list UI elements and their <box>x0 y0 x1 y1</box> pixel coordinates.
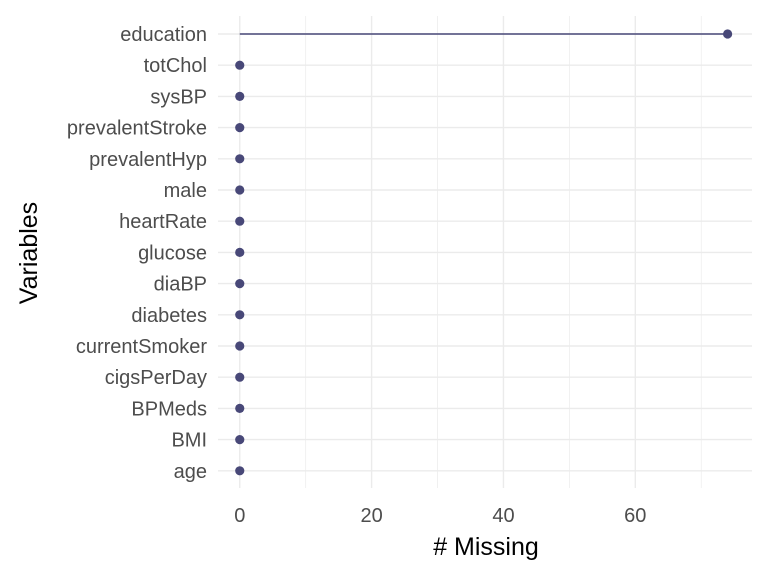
y-tick-label: diaBP <box>154 274 207 296</box>
data-point <box>235 435 245 445</box>
x-tick-label: 0 <box>234 505 245 527</box>
data-point <box>235 341 245 351</box>
y-tick-label: heartRate <box>119 211 207 233</box>
segments <box>239 33 728 35</box>
y-axis-title: Variables <box>15 202 43 304</box>
y-tick-label: prevalentStroke <box>67 118 207 140</box>
y-tick-label: BMI <box>171 430 207 452</box>
y-tick-labels: education totChol sysBP prevalentStroke prev… <box>67 24 207 483</box>
data-point <box>235 154 245 164</box>
y-tick-label: male <box>164 180 207 202</box>
grid <box>218 16 752 488</box>
data-point <box>235 310 245 320</box>
data-point <box>235 185 245 195</box>
y-tick-label: age <box>174 461 207 483</box>
x-tick-label: 40 <box>492 505 514 527</box>
y-tick-label: education <box>120 24 207 46</box>
data-point <box>235 466 245 476</box>
data-point <box>235 372 245 382</box>
data-point <box>235 403 245 413</box>
points <box>235 29 733 476</box>
x-tick-label: 20 <box>360 505 382 527</box>
y-tick-label: currentSmoker <box>76 336 207 358</box>
x-axis-title: # Missing <box>433 533 539 561</box>
y-tick-label: totChol <box>144 55 207 77</box>
y-tick-label: glucose <box>138 242 207 264</box>
data-point <box>235 91 245 101</box>
data-point <box>235 216 245 226</box>
data-point <box>235 279 245 289</box>
data-point <box>723 29 733 39</box>
y-tick-label: sysBP <box>150 86 207 108</box>
data-point <box>235 123 245 133</box>
y-tick-label: prevalentHyp <box>89 149 207 171</box>
data-point <box>235 247 245 257</box>
x-tick-label: 60 <box>624 505 646 527</box>
data-point <box>235 60 245 70</box>
y-tick-label: cigsPerDay <box>105 367 207 389</box>
x-tick-labels: 0 20 40 60 <box>234 505 646 527</box>
y-tick-label: BPMeds <box>131 398 207 420</box>
y-tick-label: diabetes <box>131 305 207 327</box>
